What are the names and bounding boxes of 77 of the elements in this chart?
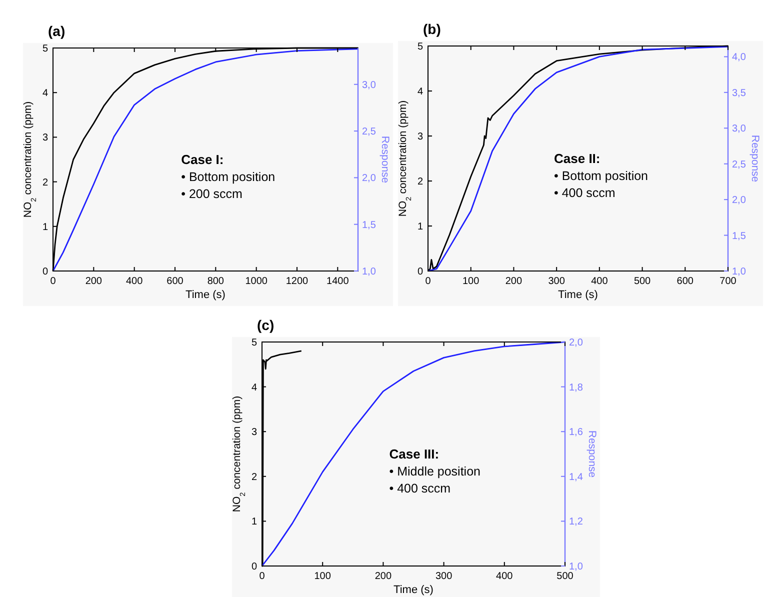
line-series xyxy=(261,341,566,567)
x-tick-label: 600 xyxy=(676,276,694,287)
chart-title: (a) xyxy=(48,23,66,39)
chart-title: (b) xyxy=(423,21,441,37)
y-tick-label: 4 xyxy=(251,382,258,394)
y2-axis-title: Response xyxy=(749,134,761,182)
x-tick-label: 0 xyxy=(50,276,56,287)
y2-tick-label: 1,2 xyxy=(569,516,584,528)
annotation: • Middle position xyxy=(389,464,481,478)
y2-axis-title: Response xyxy=(586,430,598,478)
annotation: • Bottom position xyxy=(181,170,276,184)
x-tick-label: 300 xyxy=(548,276,566,287)
y-tick-label: 0 xyxy=(417,266,424,278)
annotation: • Bottom position xyxy=(554,169,648,183)
y2-tick-label: 1,5 xyxy=(732,230,746,242)
annotation: Case II: xyxy=(554,151,600,166)
y2-tick-label: 2,5 xyxy=(362,126,376,138)
x-tick-label: 200 xyxy=(374,571,392,582)
y-tick-label: 4 xyxy=(42,88,48,100)
y-tick-label: 2 xyxy=(417,176,424,188)
x-tick-label: 0 xyxy=(425,276,432,287)
y2-tick-label: 2,0 xyxy=(732,195,746,206)
x-tick-label: 200 xyxy=(85,276,102,287)
y-tick-label: 2 xyxy=(42,177,48,188)
x-tick-label: 400 xyxy=(496,571,514,582)
y2-tick-label: 3,5 xyxy=(732,88,746,99)
y-tick-label: 5 xyxy=(251,338,258,348)
annotation: Case III: xyxy=(389,446,440,462)
x-tick-label: 500 xyxy=(556,571,574,582)
y2-tick-label: 1,6 xyxy=(569,427,584,438)
y-tick-label: 3 xyxy=(42,132,48,144)
y2-tick-label: 3,0 xyxy=(732,124,746,135)
annotation: • 400 sccm xyxy=(554,186,616,200)
x-tick-label: 100 xyxy=(462,276,480,287)
x-axis-title: Time (s) xyxy=(394,584,434,596)
y2-tick-label: 1,5 xyxy=(362,220,376,231)
y2-tick-label: 4,0 xyxy=(732,52,746,64)
y2-tick-label: 1,8 xyxy=(569,382,584,394)
y2-tick-label: 1,4 xyxy=(569,472,584,483)
x-tick-label: 300 xyxy=(435,571,453,582)
y-tick-label: 5 xyxy=(417,42,424,52)
x-tick-label: 600 xyxy=(166,276,184,287)
x-tick-label: 1200 xyxy=(286,276,309,287)
x-tick-label: 800 xyxy=(207,276,224,287)
annotation: • 400 sccm xyxy=(389,481,451,496)
y-tick-label: 3 xyxy=(417,132,424,142)
y-tick-label: 3 xyxy=(251,427,258,438)
annotation: • 200 sccm xyxy=(181,186,242,201)
chart-title: (c) xyxy=(257,317,274,333)
x-tick-label: 500 xyxy=(634,276,652,287)
y2-tick-label: 2,0 xyxy=(569,338,584,348)
x-tick-label: 400 xyxy=(591,276,608,287)
x-axis-title: Time (s) xyxy=(558,289,598,301)
x-tick-label: 200 xyxy=(505,276,522,287)
y2-tick-label: 1,0 xyxy=(732,266,746,278)
y-tick-label: 5 xyxy=(42,44,48,54)
y-tick-label: 0 xyxy=(251,562,258,572)
annotation: Case I: xyxy=(181,152,224,167)
y2-tick-label: 3,0 xyxy=(362,80,376,91)
y2-tick-label: 1,0 xyxy=(569,562,584,572)
y-tick-label: 4 xyxy=(417,86,424,98)
x-tick-label: 1000 xyxy=(245,276,268,287)
x-tick-label: 100 xyxy=(314,571,332,582)
y2-axis-title: Response xyxy=(379,136,391,184)
y2-tick-label: 2,0 xyxy=(362,173,376,184)
x-tick-label: 1400 xyxy=(326,276,350,287)
x-tick-label: 700 xyxy=(720,276,737,287)
y-tick-label: 2 xyxy=(251,472,258,483)
x-tick-label: 0 xyxy=(259,571,266,582)
x-axis-title: Time (s) xyxy=(186,289,226,301)
y-tick-label: 1 xyxy=(42,222,48,233)
y-tick-label: 1 xyxy=(417,222,424,232)
y-tick-label: 1 xyxy=(251,516,258,528)
y-tick-label: 0 xyxy=(42,266,48,278)
x-tick-label: 400 xyxy=(126,276,144,287)
y2-tick-label: 2,5 xyxy=(732,159,746,170)
y2-tick-label: 1,0 xyxy=(362,266,376,278)
